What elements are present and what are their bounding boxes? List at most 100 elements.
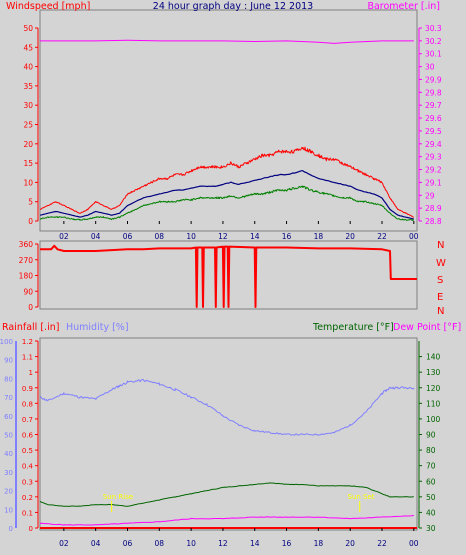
sunset-label: Sun Set [347,493,374,501]
wind-y-tick-label: 30 [23,101,33,110]
temperature-line [39,482,414,507]
dewpoint-line [39,515,414,526]
dewpoint-axis-label: Dew Point [°F] [393,322,461,333]
wind-x-tick-label: 08 [155,232,165,241]
humidity-y-tick-label: 70 [4,394,13,402]
wind-y-tick-label: 15 [23,159,33,168]
rain-x-tick-label: 02 [59,539,69,548]
barometer-y-tick-label: 29.9 [425,75,442,84]
average-line [39,170,414,220]
rain-y-tick-label: 0 [29,525,33,533]
wind-x-tick-label: 22 [377,232,387,241]
temperature-y-tick-label: 110 [426,399,441,408]
chart-marks: 0510152025303540455028.828.92929.129.229… [0,24,442,548]
wind-y-tick-label: 10 [23,178,33,187]
rain-x-tick-label: 10 [186,539,196,548]
temperature-y-tick-label: 40 [426,508,436,517]
wind-x-tick-label: 00 [409,232,419,241]
wind-x-tick-label: 20 [345,232,355,241]
rain-y-tick-label: 0.3 [22,478,33,486]
wind-y-tick-label: 45 [23,43,33,52]
rain-y-tick-label: 0.4 [22,463,34,471]
barometer-y-tick-label: 29.1 [425,178,442,187]
barometer-y-tick-label: 29.6 [425,114,442,123]
temperature-y-tick-label: 50 [426,493,436,502]
panel-frames [39,9,418,531]
barometer-y-tick-label: 30.2 [425,37,442,46]
direction-panel-frame [39,240,418,310]
rain-y-tick-label: 1 [29,369,33,377]
rain-x-tick-label: 18 [314,539,324,548]
rain-y-tick-label: 0.5 [22,447,33,455]
temperature-y-tick-label: 80 [426,446,436,455]
wind-y-tick-label: 0 [28,217,33,226]
temperature-y-tick-label: 30 [426,524,436,533]
temperature-y-tick-label: 90 [426,431,436,440]
humidity-y-tick-label: 100 [0,338,13,346]
wind-y-tick-label: 35 [23,82,33,91]
temperature-y-tick-label: 120 [426,384,441,393]
temperature-y-tick-label: 140 [426,353,441,362]
gust-line [39,146,414,218]
rain-y-tick-label: 0.6 [22,432,34,440]
rain-y-tick-label: 0.7 [22,416,33,424]
barometer-y-tick-label: 30.3 [425,24,442,33]
rain-y-tick-label: 0.9 [22,385,33,393]
direction-y-tick-label: 180 [19,272,34,281]
barometer-y-tick-label: 29.8 [425,88,442,97]
rain-x-tick-label: 00 [409,539,419,548]
sunrise-label: Sun Rise [103,493,133,501]
wind-x-tick-label: 10 [186,232,196,241]
direction-label-s: S [437,275,443,286]
rain-x-tick-label: 12 [218,539,228,548]
temperature-y-tick-label: 130 [426,368,441,377]
direction-y-tick-label: 0 [28,303,33,312]
humidity-y-tick-label: 40 [4,450,13,458]
wind-panel-frame [39,9,418,232]
barometer-y-tick-label: 29.4 [425,140,442,149]
wind-x-tick-label: 16 [282,232,292,241]
humidity-y-tick-label: 10 [4,506,13,514]
direction-y-tick-label: 360 [19,240,34,249]
rain-x-tick-label: 20 [345,539,355,548]
wind-y-tick-label: 40 [23,63,33,72]
rain-y-tick-label: 0.1 [22,509,33,517]
barometer-y-tick-label: 29.2 [425,166,442,175]
humidity-y-tick-label: 50 [4,432,13,440]
barometer-y-tick-label: 29.3 [425,153,442,162]
wind-y-tick-label: 20 [23,140,33,149]
humidity-y-tick-label: 30 [4,469,13,477]
wind-x-tick-label: 04 [91,232,101,241]
wind-x-tick-label: 02 [59,232,69,241]
barometer-axis-label: Barometer [.in] [367,1,440,12]
rain-y-tick-label: 0.2 [22,494,33,502]
direction-label-n-bottom: N [437,306,444,317]
direction-line [40,244,417,308]
rain-y-tick-label: 0.8 [22,400,33,408]
rain-x-tick-label: 22 [377,539,387,548]
humidity-y-tick-label: 90 [4,357,13,365]
humidity-y-tick-label: 20 [4,488,13,496]
barometer-y-tick-label: 29 [425,191,435,200]
barometer-y-tick-label: 30 [425,63,435,72]
wind-y-tick-label: 50 [23,24,33,33]
wind-x-tick-label: 06 [123,232,133,241]
barometer-line [40,39,414,44]
barometer-y-tick-label: 28.8 [425,217,442,226]
wind-x-tick-label: 12 [218,232,228,241]
direction-label-n-top: N [437,240,444,251]
direction-y-tick-label: 90 [23,287,33,296]
rainfall-axis-label: Rainfall [.in] [2,322,59,333]
wind-x-tick-label: 18 [314,232,324,241]
humidity-y-tick-label: 60 [4,413,13,421]
rain-x-tick-label: 06 [123,539,133,548]
rain-panel-frame [39,337,418,531]
rain-x-tick-label: 08 [155,539,165,548]
wind-y-tick-label: 5 [28,198,33,207]
direction-labels: N W S E N [436,240,446,317]
temperature-y-tick-label: 60 [426,477,436,486]
barometer-y-tick-label: 30.1 [425,50,442,59]
direction-label-e: E [437,292,443,303]
rain-x-tick-label: 14 [250,539,260,548]
